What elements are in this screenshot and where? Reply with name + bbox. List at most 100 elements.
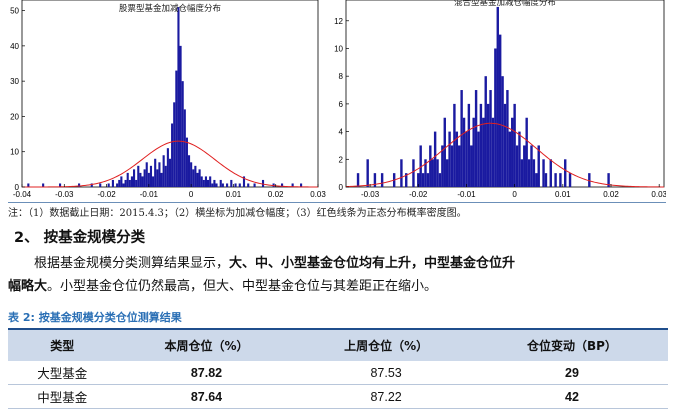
- hybrid-fund-bar: [537, 145, 540, 187]
- hybrid-fund-bar: [380, 173, 384, 187]
- hybrid-fund-bar: [453, 103, 456, 187]
- stock-fund-bar: [168, 158, 172, 187]
- hybrid-fund-x-tick-label: -0.01: [457, 190, 476, 199]
- stock-fund-bar: [194, 165, 197, 187]
- stock-fund-bar: [261, 179, 265, 187]
- hybrid-fund-bar: [554, 173, 557, 187]
- stock-fund-bar: [219, 179, 222, 187]
- section-heading: 2、 按基金规模分类: [14, 226, 145, 247]
- hybrid-fund-histogram: -0.03 -0.02 -0.01 0 0.01 0.02 0.03 0 2 4 6 8 10 12 混合型…: [330, 0, 666, 200]
- section-title: 按基金规模分类: [43, 230, 146, 246]
- stock-fund-x-tick-label: -0.01: [140, 190, 159, 199]
- hybrid-fund-bar: [544, 173, 548, 187]
- stock-fund-bar: [187, 155, 191, 187]
- stock-fund-x-tick-label: 0.02: [268, 190, 284, 199]
- stock-fund-y-tick-label: 50: [10, 7, 19, 16]
- hybrid-fund-bar: [400, 159, 403, 187]
- stock-fund-bar: [147, 172, 150, 187]
- stock-fund-bar: [130, 176, 133, 187]
- stock-fund-x-tick-label: 0.01: [226, 190, 242, 199]
- stock-fund-bar: [209, 176, 212, 187]
- hybrid-fund-y-tick-label: 4: [339, 128, 344, 137]
- hybrid-fund-bar: [506, 90, 509, 187]
- stock-fund-bar: [175, 70, 178, 187]
- stock-fund-bar: [162, 155, 165, 187]
- stock-fund-bar: [185, 137, 188, 187]
- hybrid-fund-y-tick-label: 10: [334, 44, 343, 53]
- hybrid-fund-bar: [511, 117, 514, 187]
- hybrid-fund-x-tick-label: -0.02: [409, 190, 428, 199]
- hybrid-fund-bar: [530, 145, 533, 187]
- stock-fund-bar: [128, 179, 131, 187]
- stock-fund-bar: [120, 176, 123, 187]
- paragraph-line-2: 幅略大。小型基金仓位仍然最高，但大、中型基金仓位与其差距正在缩小。: [8, 275, 668, 298]
- stock-fund-plot-frame: [21, 0, 319, 188]
- stock-fund-normal-curve: [22, 140, 319, 188]
- hybrid-fund-bar: [479, 103, 483, 187]
- hybrid-fund-bar: [518, 131, 521, 187]
- stock-fund-bar: [202, 179, 205, 187]
- hybrid-fund-bar: [503, 103, 507, 187]
- stock-fund-bar: [124, 179, 127, 187]
- hybrid-fund-bar: [467, 103, 471, 187]
- hybrid-fund-bar: [445, 159, 449, 187]
- hybrid-fund-bar: [470, 145, 473, 187]
- stock-fund-bar: [158, 162, 161, 187]
- stock-fund-histogram-svg: -0.04 -0.03 -0.02 -0.01 0 0.01 0.02 0.03 0 10 20 30…: [10, 0, 326, 199]
- cell-last-week: 87.53: [296, 361, 476, 385]
- table-title: 表 2: 按基金规模分类仓位测算结果: [8, 311, 182, 324]
- stock-fund-bar: [253, 183, 256, 187]
- stock-fund-bar: [173, 102, 176, 187]
- stock-fund-bar: [226, 183, 229, 187]
- stock-fund-bar: [200, 176, 203, 187]
- stock-fund-bar: [122, 183, 125, 187]
- hybrid-fund-bar: [491, 117, 495, 187]
- cell-type: 中型基金: [8, 384, 117, 409]
- hybrid-fund-bar: [501, 76, 504, 187]
- hybrid-fund-bar: [455, 131, 459, 187]
- paragraph-line-1: 根据基金规模分类测算结果显示，大、中、小型基金仓位均有上升，中型基金仓位升: [8, 252, 668, 275]
- stock-fund-y-tick-label: 40: [10, 42, 19, 51]
- stock-fund-bar: [27, 183, 30, 187]
- stock-fund-bar: [118, 179, 121, 187]
- hybrid-fund-bar: [438, 173, 442, 187]
- hybrid-fund-bar: [496, 6, 499, 188]
- hybrid-fund-bar: [429, 145, 432, 187]
- stock-fund-bar: [139, 172, 142, 187]
- cell-last-week: 87.22: [296, 384, 476, 409]
- hybrid-fund-bar: [508, 131, 512, 187]
- hybrid-fund-bar: [477, 131, 480, 187]
- stock-fund-bar: [156, 169, 159, 187]
- stock-fund-bar: [300, 183, 303, 187]
- section-number: 2、: [14, 230, 39, 246]
- hybrid-fund-y-tick-label: 12: [334, 17, 343, 26]
- hybrid-fund-bar: [421, 173, 425, 187]
- stock-fund-bar: [164, 165, 167, 187]
- hybrid-fund-x-tick-label: 0.01: [555, 190, 571, 199]
- hybrid-fund-bar: [525, 117, 528, 187]
- stock-fund-x-tick-label: -0.03: [55, 190, 74, 199]
- hybrid-fund-bar: [474, 90, 478, 187]
- hybrid-fund-x-tick-label: 0: [512, 190, 517, 199]
- stock-fund-bar: [198, 169, 201, 187]
- col-type: 类型: [8, 328, 117, 361]
- stock-fund-bar: [204, 176, 207, 187]
- stock-fund-bar: [196, 172, 199, 187]
- hybrid-fund-bar: [450, 145, 454, 187]
- stock-fund-bar: [152, 176, 155, 187]
- stock-fund-title: 股票型基金加减仓幅度分布: [119, 3, 221, 14]
- chart-note: 注：（1）数据截止日期：2015.4.3；（2）横坐标为加减仓幅度；（3）红色线…: [8, 208, 467, 219]
- stock-fund-bar: [149, 165, 153, 187]
- stock-fund-bar: [177, 7, 180, 187]
- table-row: 大型基金 87.82 87.53 29: [8, 361, 668, 385]
- stock-fund-bar: [107, 183, 110, 187]
- stock-fund-bar: [179, 45, 182, 188]
- table-row: 中型基金 87.64 87.22 42: [8, 384, 668, 409]
- table-header-row: 类型 本周仓位（%） 上周仓位（%） 仓位变动（BP）: [8, 328, 668, 361]
- stock-fund-bar: [143, 169, 146, 187]
- hybrid-fund-bar: [568, 173, 572, 187]
- fund-position-table: 类型 本周仓位（%） 上周仓位（%） 仓位变动（BP） 大型基金 87.82 8…: [8, 328, 668, 409]
- paragraph-emphasis: 大、中、小型基金仓位均有上升，中型基金仓位升: [229, 256, 516, 271]
- hybrid-fund-bar: [443, 117, 446, 187]
- col-change: 仓位变动（BP）: [475, 328, 668, 361]
